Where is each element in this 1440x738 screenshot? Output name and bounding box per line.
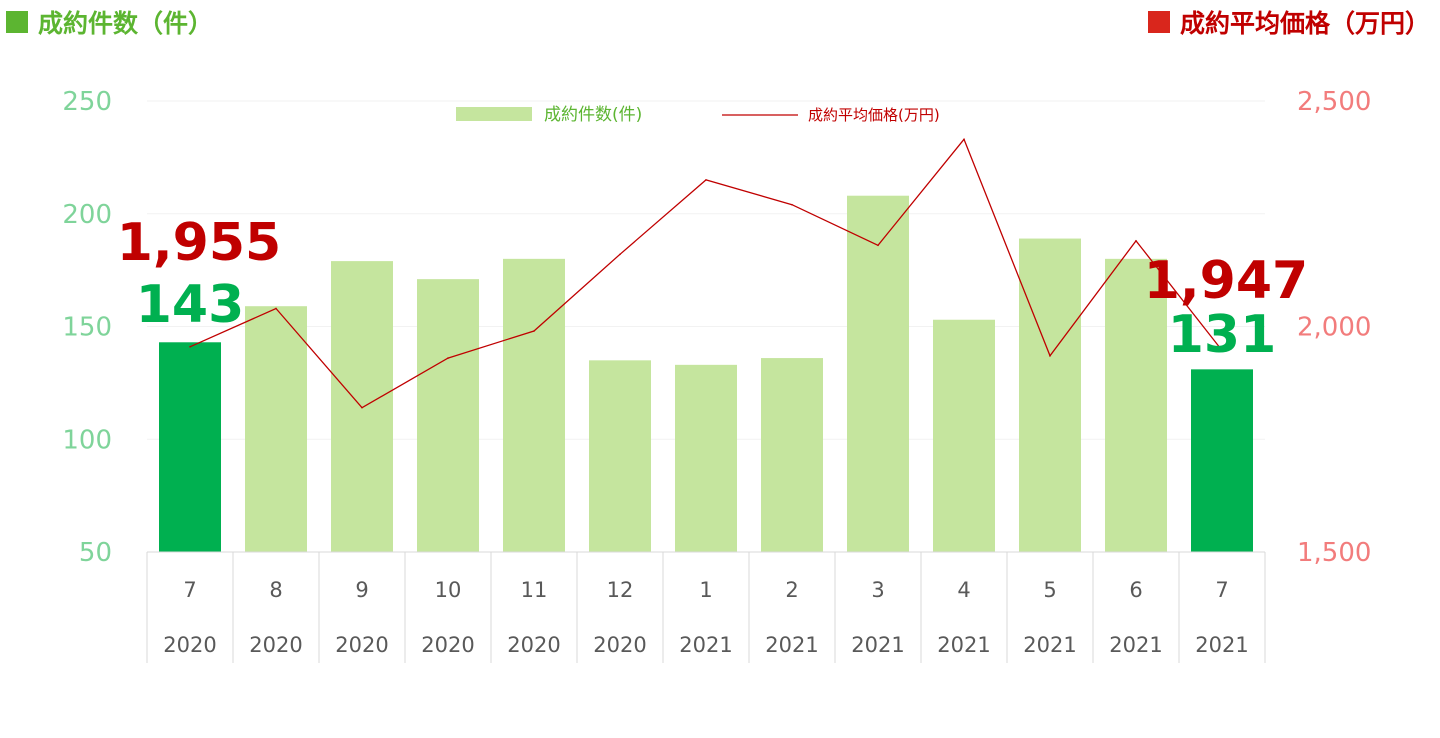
bar [503, 258, 565, 552]
right-axis-ticks: 2,500 2,000 1,500 [1297, 87, 1371, 568]
line-point [189, 345, 191, 348]
category-axis-table: 7 2020 8 2020 9 2020 10 2020 11 2020 12 2020 1 2021 2 2… [146, 551, 1266, 663]
left-tick-label: 50 [79, 538, 112, 568]
line-point [877, 244, 879, 247]
last-count-label: 131 [1168, 305, 1277, 365]
bar [675, 364, 737, 552]
month-label: 9 [355, 578, 368, 602]
green-square-icon [6, 11, 28, 33]
right-series-title: 成約平均価格（万円） [1179, 9, 1430, 38]
left-series-title: 成約件数（件） [38, 9, 214, 38]
legend-line-label: 成約平均価格(万円) [808, 106, 940, 124]
year-label: 2020 [593, 633, 646, 657]
right-series-header: 成約平均価格（万円） [1147, 4, 1430, 40]
month-label: 10 [435, 578, 462, 602]
line-point [619, 253, 621, 256]
line-point [1135, 240, 1137, 242]
bar [417, 279, 479, 552]
month-label: 4 [957, 578, 970, 602]
month-label: 5 [1043, 578, 1056, 602]
first-count-label: 143 [136, 275, 245, 335]
bar [761, 358, 823, 552]
line-point [447, 357, 449, 359]
legend-bar-label: 成約件数(件) [544, 105, 642, 125]
year-label: 2020 [507, 633, 560, 657]
year-label: 2020 [335, 633, 388, 657]
last-price-label: 1,947 [1144, 251, 1308, 311]
year-label: 2021 [679, 633, 732, 657]
month-label: 1 [699, 578, 712, 602]
bar [245, 306, 307, 552]
first-price-label: 1,955 [117, 213, 281, 273]
left-series-header: 成約件数（件） [6, 4, 213, 40]
year-label: 2021 [937, 633, 990, 657]
year-label: 2020 [421, 633, 474, 657]
bar [933, 319, 995, 552]
red-square-icon [1147, 11, 1170, 33]
month-label: 11 [521, 578, 548, 602]
bar [159, 342, 221, 552]
month-label: 8 [269, 578, 282, 602]
right-tick-label: 1,500 [1297, 538, 1371, 568]
month-label: 7 [183, 578, 196, 602]
legend-bar-swatch [456, 107, 532, 121]
bar-series [159, 195, 1253, 552]
month-label: 2 [785, 578, 798, 602]
month-label: 12 [607, 578, 634, 602]
year-label: 2021 [1023, 633, 1076, 657]
left-axis-ticks: 250 200 150 100 50 [62, 87, 112, 568]
left-tick-label: 250 [62, 87, 112, 117]
line-series [189, 138, 1223, 409]
line-point [361, 406, 363, 409]
left-tick-label: 200 [62, 200, 112, 230]
left-tick-label: 100 [62, 425, 112, 455]
month-label: 7 [1215, 578, 1228, 602]
month-label: 6 [1129, 578, 1142, 602]
right-tick-label: 2,000 [1297, 313, 1371, 343]
line-point [791, 203, 793, 206]
year-label: 2021 [851, 633, 904, 657]
bar [1105, 258, 1167, 552]
bar [589, 360, 651, 552]
line-point [275, 307, 277, 310]
bar [331, 261, 393, 552]
line-point [1221, 349, 1223, 352]
line-point [1049, 355, 1051, 357]
line-point [533, 330, 535, 332]
inner-legend: 成約件数(件) 成約平均価格(万円) [456, 105, 940, 125]
year-label: 2021 [1195, 633, 1248, 657]
year-label: 2021 [1109, 633, 1162, 657]
line-point [963, 138, 965, 141]
year-label: 2020 [163, 633, 216, 657]
year-label: 2020 [249, 633, 302, 657]
right-tick-label: 2,500 [1297, 87, 1371, 117]
left-tick-label: 150 [62, 313, 112, 343]
bar [847, 195, 909, 552]
year-label: 2021 [765, 633, 818, 657]
bar [1191, 369, 1253, 552]
line-point [705, 179, 707, 181]
month-label: 3 [871, 578, 884, 602]
bar [1019, 238, 1081, 552]
